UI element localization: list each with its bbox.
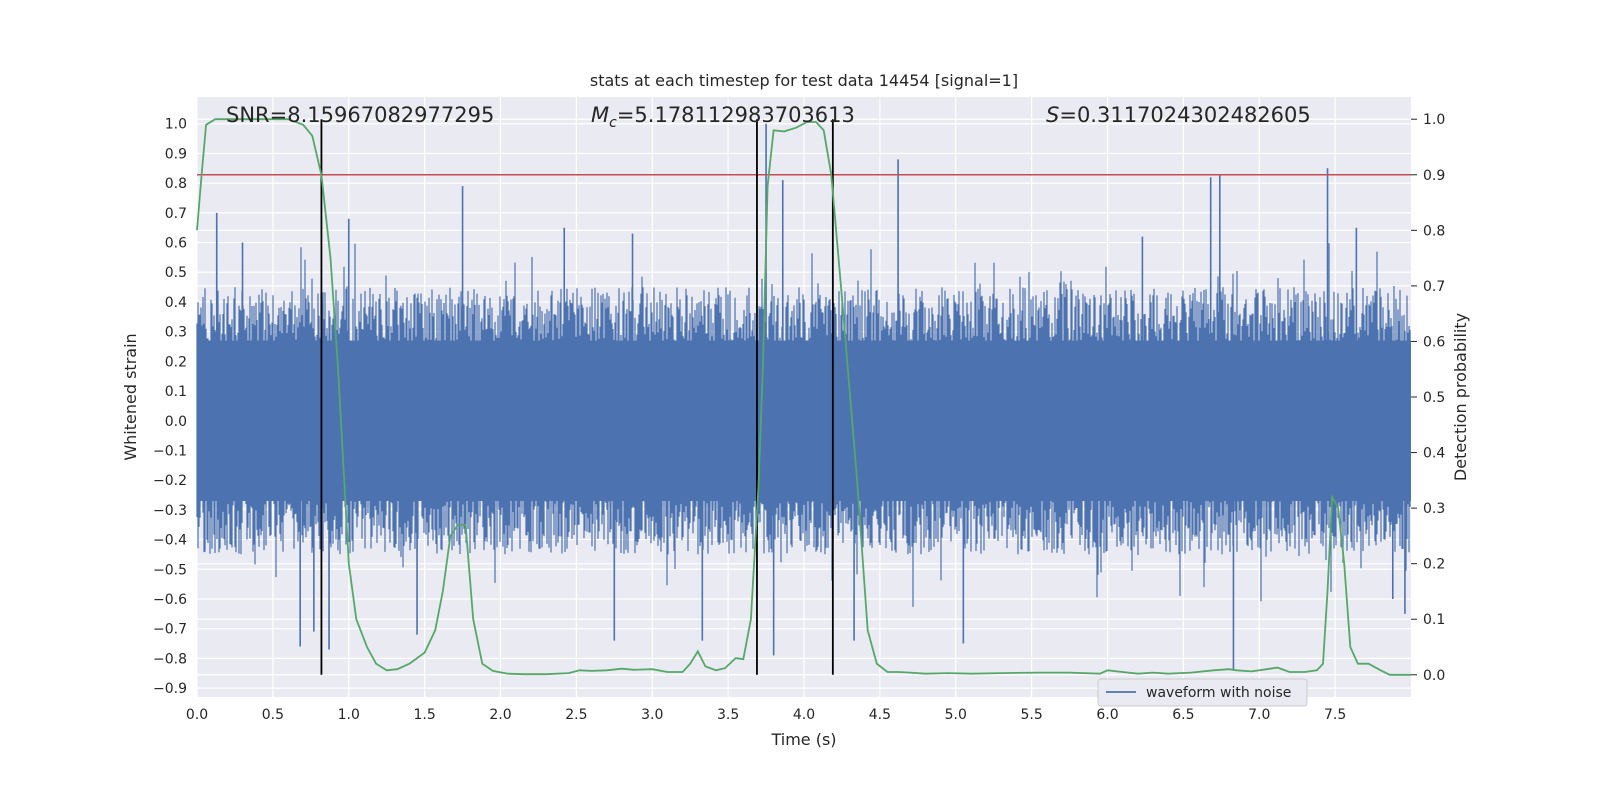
y-tick-label-2: −0.7 [153, 622, 187, 638]
x-tick-label-9: 4.5 [869, 707, 891, 723]
y-tick-label-12: 0.3 [165, 325, 187, 341]
y-tick-label-11: 0.2 [165, 354, 187, 370]
y2-axis-label: Detection probability [1451, 313, 1470, 481]
chirp-mass-annotation-subscript: c [609, 115, 617, 131]
y2-tick-label-5: 0.5 [1423, 390, 1445, 406]
snr-annotation-prefix: SNR [226, 103, 270, 127]
y2-axis-ticks: 0.0 0.1 0.2 0.3 0.4 0.5 0.6 0.7 0.8 0.9 1.0 [1411, 112, 1445, 684]
x-tick-label-6: 3.0 [641, 707, 663, 723]
event-vertical-lines [320, 119, 834, 675]
detection-probability-line [196, 118, 1411, 676]
y-tick-label-10: 0.1 [165, 384, 187, 400]
x-tick-label-1: 0.5 [262, 707, 284, 723]
x-tick-label-0: 0.0 [186, 707, 208, 723]
chirp-mass-annotation-prefix: M [591, 103, 609, 127]
legend: waveform with noise [1097, 678, 1308, 707]
x-tick-label-10: 5.0 [945, 707, 967, 723]
y-tick-label-16: 0.7 [165, 206, 187, 222]
chirp-mass-annotation: Mc=5.178112983703613 [591, 103, 855, 131]
y2-tick-label-10: 1.0 [1423, 112, 1445, 128]
s-annotation: S=0.3117024302482605 [1046, 103, 1311, 127]
legend-label-waveform: waveform with noise [1146, 685, 1291, 701]
y2-tick-label-8: 0.8 [1423, 223, 1445, 239]
y-tick-label-0: −0.9 [153, 681, 187, 697]
y2-tick-label-1: 0.1 [1423, 612, 1445, 628]
legend-box [1097, 678, 1308, 707]
y-tick-label-13: 0.4 [165, 295, 187, 311]
y-tick-label-7: −0.2 [153, 473, 187, 489]
s-annotation-value: =0.3117024302482605 [1059, 103, 1310, 127]
y-tick-label-3: −0.6 [153, 592, 187, 608]
y2-tick-label-3: 0.3 [1423, 501, 1445, 517]
x-tick-label-5: 2.5 [565, 707, 587, 723]
x-tick-label-3: 1.5 [413, 707, 435, 723]
x-tick-label-8: 4.0 [793, 707, 815, 723]
y-tick-label-14: 0.5 [165, 265, 187, 281]
y2-tick-label-6: 0.6 [1423, 334, 1445, 350]
chart-title: stats at each timestep for test data 144… [590, 71, 1018, 90]
y-tick-label-6: −0.3 [153, 503, 187, 519]
x-tick-label-11: 5.5 [1020, 707, 1042, 723]
waveform-noise-core [197, 340, 1411, 501]
s-annotation-prefix: S [1046, 103, 1059, 127]
y-tick-label-9: 0.0 [165, 414, 187, 430]
y-tick-label-1: −0.8 [153, 651, 187, 667]
x-tick-label-13: 6.5 [1172, 707, 1194, 723]
y-tick-label-17: 0.8 [165, 176, 187, 192]
x-tick-label-15: 7.5 [1324, 707, 1346, 723]
x-tick-label-2: 1.0 [338, 707, 360, 723]
y2-tick-label-7: 0.7 [1423, 279, 1445, 295]
x-tick-label-12: 6.0 [1096, 707, 1118, 723]
chirp-mass-annotation-value: =5.178112983703613 [617, 103, 855, 127]
y2-tick-label-2: 0.2 [1423, 557, 1445, 573]
x-axis-ticks: 0.0 0.5 1.0 1.5 2.0 2.5 3.0 3.5 4.0 4.5 5.0 5.5 6.0 6… [186, 707, 1346, 723]
x-axis-label: Time (s) [770, 730, 836, 749]
y-tick-label-15: 0.6 [165, 236, 187, 252]
x-tick-label-14: 7.0 [1248, 707, 1270, 723]
y-tick-label-18: 0.9 [165, 146, 187, 162]
y-tick-label-19: 1.0 [165, 117, 187, 133]
snr-annotation-value: =8.15967082977295 [270, 103, 495, 127]
y-axis-label: Whitened strain [121, 333, 140, 460]
waveform-spikes [215, 123, 1406, 671]
y2-tick-label-0: 0.0 [1423, 668, 1445, 684]
y-tick-label-5: −0.4 [153, 533, 187, 549]
x-tick-label-7: 3.5 [717, 707, 739, 723]
y-tick-label-8: −0.1 [153, 443, 187, 459]
y2-tick-label-4: 0.4 [1423, 446, 1445, 462]
x-tick-label-4: 2.0 [489, 707, 511, 723]
snr-annotation: SNR=8.15967082977295 [226, 103, 494, 127]
y2-tick-label-9: 0.9 [1423, 168, 1445, 184]
waveform-with-noise-series [196, 243, 1411, 607]
y-tick-label-4: −0.5 [153, 562, 187, 578]
y-axis-ticks: −0.9 −0.8 −0.7 −0.6 −0.5 −0.4 −0.3 −0.2 −0.1 0.0 0… [153, 117, 187, 697]
